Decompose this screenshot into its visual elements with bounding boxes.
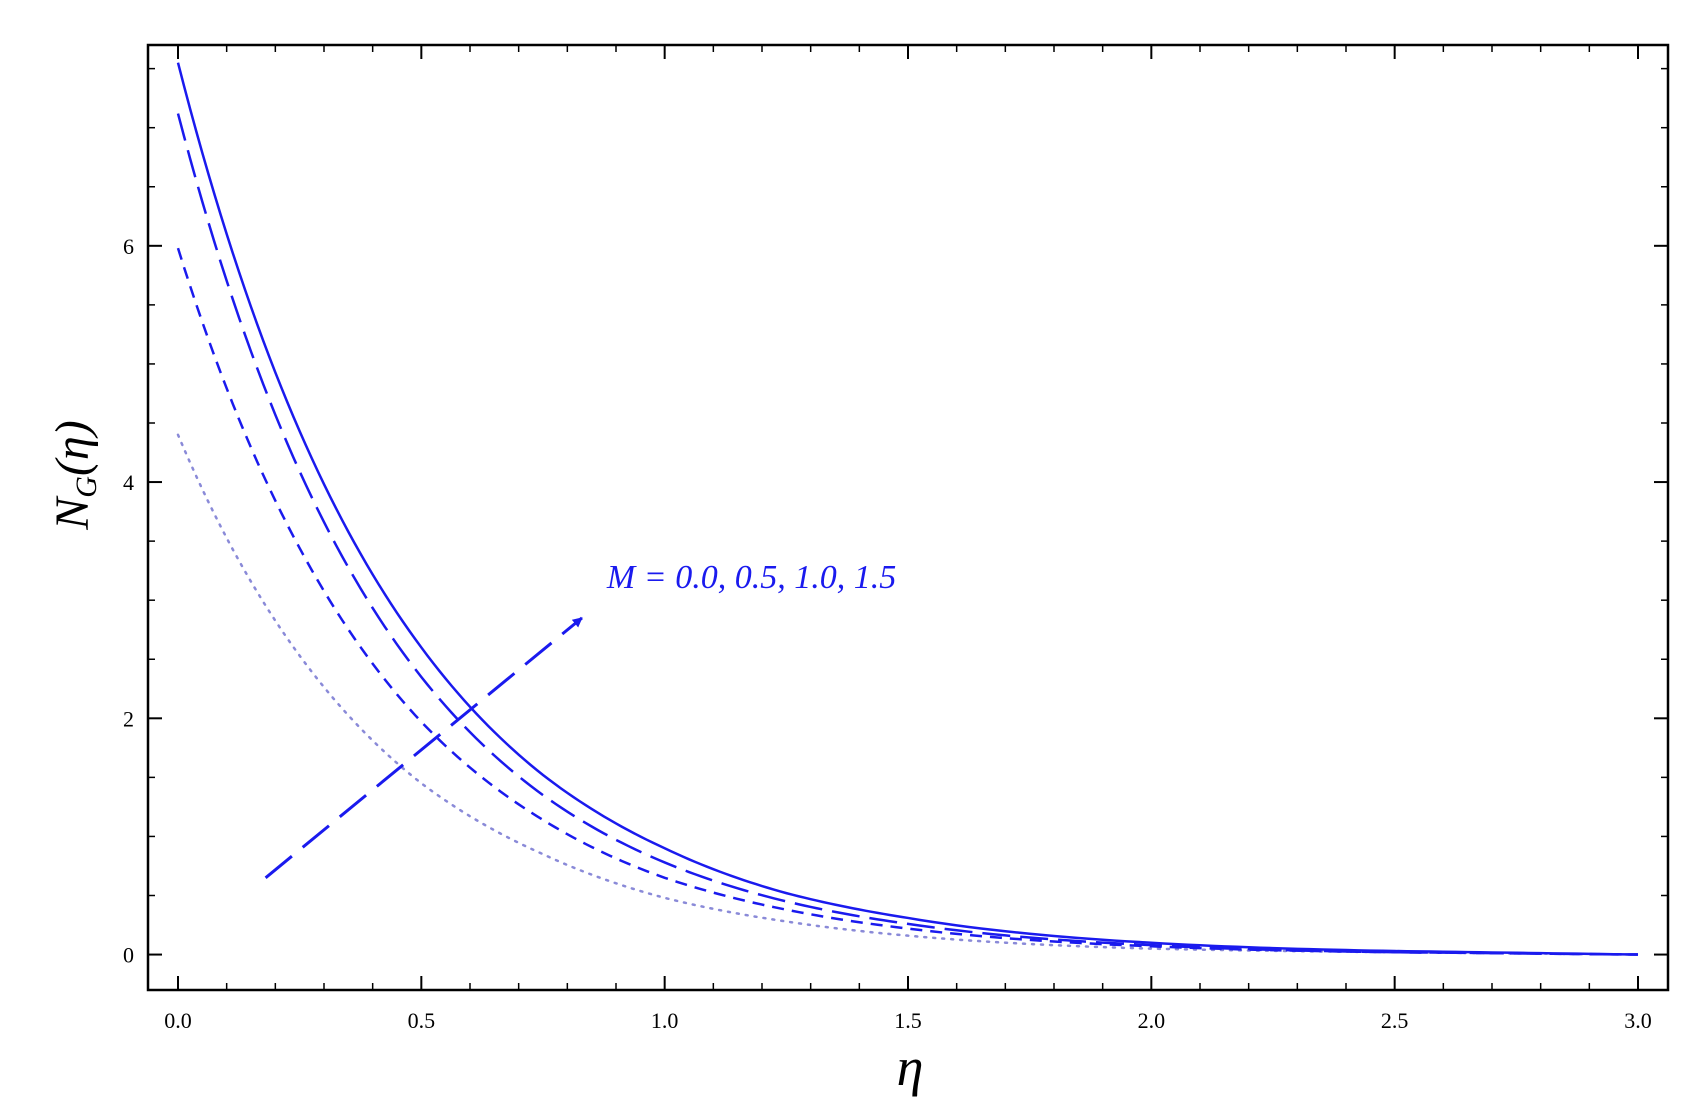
x-tick-label: 2.0 (1138, 1008, 1166, 1033)
series-line-solid (176, 62, 1639, 956)
y-axis-label-subscript: G (70, 476, 103, 498)
annotation-label: M = 0.0, 0.5, 1.0, 1.5 (606, 559, 896, 596)
x-tick-label: 1.0 (651, 1008, 679, 1033)
x-tick-label: 2.5 (1381, 1008, 1409, 1033)
x-tick-label: 0.0 (164, 1008, 192, 1033)
x-axis-label: η (897, 1037, 924, 1097)
plot-frame (146, 43, 1670, 992)
y-axis-label-main: N (46, 495, 99, 531)
series-layer (176, 62, 1640, 956)
series-line-dashed-short (176, 247, 1639, 956)
annotation-layer: M = 0.0, 0.5, 1.0, 1.5 (264, 559, 896, 879)
x-tick-label: 1.5 (894, 1008, 922, 1033)
x-tick-label: 3.0 (1624, 1008, 1652, 1033)
y-tick-label: 4 (123, 470, 134, 495)
y-tick-label: 0 (123, 943, 134, 968)
x-tick-label: 0.5 (408, 1008, 436, 1033)
increasing-M-arrow (264, 616, 583, 879)
series-line-dashed-long (176, 113, 1639, 956)
y-axis-label-argument: (η) (46, 420, 99, 476)
y-tick-label: 6 (123, 234, 134, 259)
y-axis-label: NG(η) (46, 420, 103, 530)
y-tick-label: 2 (123, 706, 134, 731)
axis-ticks: 0.0 0.5 1.0 1.5 2.0 2.5 3.0 0 2 4 6 (123, 45, 1668, 1033)
